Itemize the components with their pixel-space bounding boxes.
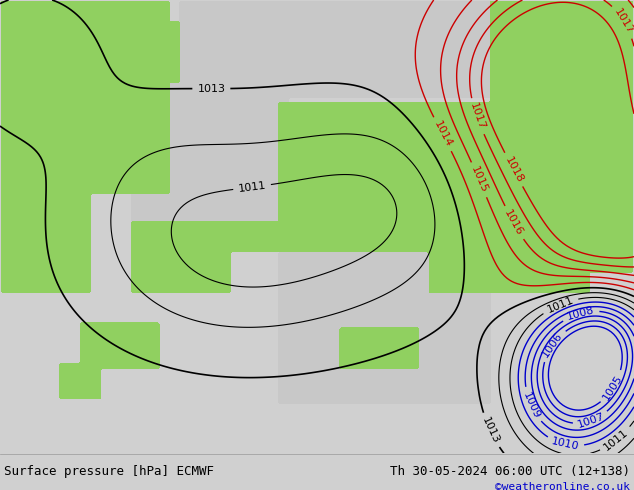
Text: 1006: 1006 [540,331,564,359]
Text: 1017: 1017 [612,7,634,36]
Text: 1011: 1011 [545,294,575,315]
Text: Th 30-05-2024 06:00 UTC (12+138): Th 30-05-2024 06:00 UTC (12+138) [390,465,630,478]
Text: 1013: 1013 [480,416,501,445]
Text: 1007: 1007 [576,412,605,430]
Text: 1011: 1011 [602,427,630,453]
Text: 1011: 1011 [238,180,266,194]
Text: 1014: 1014 [432,120,453,149]
Text: 1008: 1008 [566,305,595,322]
Text: 1009: 1009 [521,390,541,420]
Text: ©weatheronline.co.uk: ©weatheronline.co.uk [495,482,630,490]
Text: 1010: 1010 [550,437,580,452]
Text: 1018: 1018 [503,155,524,184]
Text: 1015: 1015 [469,165,489,195]
Text: 1013: 1013 [197,84,225,94]
Text: 1017: 1017 [468,101,486,131]
Text: Surface pressure [hPa] ECMWF: Surface pressure [hPa] ECMWF [4,465,214,478]
Text: 1005: 1005 [602,373,624,402]
Text: 1016: 1016 [503,208,525,238]
